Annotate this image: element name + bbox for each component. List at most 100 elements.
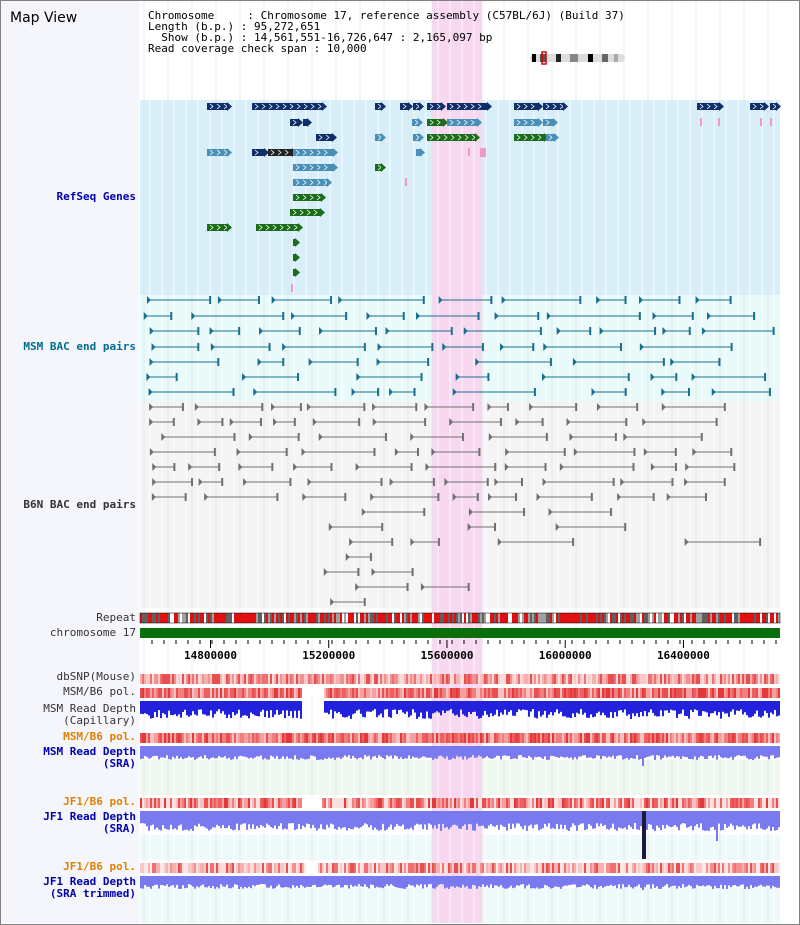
bac-end-pair	[642, 418, 718, 426]
jf1-depth-trimmed-bar	[270, 876, 272, 886]
msm-depth-sra-bar	[600, 746, 602, 760]
jf1-depth-trimmed-bar	[460, 876, 462, 888]
jf1-b6-pol-cell	[358, 798, 360, 808]
track-label-refseq[interactable]: RefSeq Genes	[56, 190, 136, 203]
track-label-dbsnp[interactable]: dbSNP(Mouse)	[56, 670, 136, 683]
msm-b6-pol-sra-cell	[386, 733, 388, 743]
jf1-depth-sra-bar	[276, 811, 278, 830]
jf1-depth-sra-bar	[210, 811, 212, 830]
msm-depth-capillary-bar	[426, 701, 428, 712]
msm-b6-pol-sra-cell	[496, 733, 498, 743]
msm-b6-pol-cell	[760, 688, 762, 698]
msm-depth-capillary-bar	[290, 701, 292, 712]
jf1-b6-pol-2-cell	[490, 863, 492, 873]
dbsnp-cell	[490, 674, 492, 684]
msm-depth-sra-bar	[610, 746, 612, 758]
jf1-depth-trimmed-bar	[680, 876, 682, 888]
msm-b6-pol-sra-cell	[680, 733, 682, 743]
msm-depth-capillary-bar	[204, 701, 206, 715]
msm-depth-sra-bar	[160, 746, 162, 758]
jf1-b6-pol-cell	[206, 798, 208, 808]
msm-b6-pol-cell	[480, 688, 482, 698]
dbsnp-cell	[140, 674, 142, 684]
repeat-element	[148, 613, 150, 623]
msm-depth-capillary-bar	[652, 701, 654, 713]
jf1-depth-sra-bar	[576, 811, 578, 831]
msm-b6-pol-sra-cell	[300, 733, 302, 743]
msm-b6-pol-cell	[714, 688, 716, 698]
gene-feature	[413, 133, 424, 142]
jf1-b6-pol-cell	[678, 798, 680, 808]
track-label-msm-b6-pol[interactable]: MSM/B6 pol.	[63, 685, 136, 698]
repeat-element	[686, 613, 688, 623]
msm-depth-sra-bar	[568, 746, 570, 759]
msm-b6-pol-sra-cell	[412, 733, 414, 743]
jf1-b6-pol-cell	[362, 798, 364, 808]
msm-b6-pol-sra-cell	[370, 733, 372, 743]
jf1-b6-pol-cell	[238, 798, 240, 808]
track-label-msm-depth-sra[interactable]: MSM Read Depth	[43, 745, 136, 758]
jf1-depth-sra-bar	[602, 811, 604, 827]
bac-end-pair	[650, 373, 678, 381]
msm-b6-pol-sra-cell	[348, 733, 350, 743]
track-label-repeat[interactable]: Repeat	[96, 611, 136, 624]
repeat-element	[670, 613, 672, 623]
jf1-depth-sra-bar	[658, 811, 660, 828]
track-label-jf1-depth-trimmed[interactable]: JF1 Read Depth	[43, 875, 136, 888]
msm-b6-pol-sra-cell	[500, 733, 502, 743]
jf1-depth-trimmed-bar	[698, 876, 700, 887]
msm-b6-pol-cell	[552, 688, 554, 698]
jf1-b6-pol-2-cell	[566, 863, 568, 873]
jf1-b6-pol-cell	[730, 798, 732, 808]
msm-b6-pol-cell	[398, 688, 400, 698]
msm-depth-capillary-bar	[412, 701, 414, 710]
repeat-element	[558, 613, 560, 623]
msm-depth-sra-bar	[452, 746, 454, 758]
msm-depth-capillary-bar	[610, 701, 612, 713]
dbsnp-cell	[172, 674, 174, 684]
msm-b6-pol-cell	[146, 688, 148, 698]
dbsnp-cell	[718, 674, 720, 684]
repeat-element	[392, 613, 394, 623]
jf1-b6-pol-2-cell	[426, 863, 428, 873]
msm-depth-capillary-bar	[400, 701, 402, 710]
msm-b6-pol-sra-cell	[340, 733, 342, 743]
repeat-element	[426, 613, 428, 623]
repeat-element	[198, 613, 200, 623]
bac-end-pair	[468, 508, 526, 516]
msm-b6-pol-cell	[692, 688, 694, 698]
jf1-depth-sra-bar	[630, 811, 632, 827]
track-label-msm-bac[interactable]: MSM BAC end pairs	[23, 340, 136, 353]
jf1-b6-pol-cell	[418, 798, 420, 808]
msm-depth-sra-bar	[170, 746, 172, 760]
repeat-element	[224, 613, 226, 623]
track-label-msm-b6-pol-sra[interactable]: MSM/B6 pol.	[63, 730, 136, 743]
track-label-jf1-depth-sra[interactable]: JF1 Read Depth	[43, 810, 136, 823]
msm-b6-pol-sra-cell	[478, 733, 480, 743]
jf1-b6-pol-2-cell	[478, 863, 480, 873]
repeat-element	[172, 613, 174, 623]
bac-end-pair	[438, 296, 493, 304]
jf1-b6-pol-cell	[190, 798, 192, 808]
msm-b6-pol-cell	[228, 688, 230, 698]
track-label-msm-depth-capillary[interactable]: MSM Read Depth	[43, 702, 136, 715]
dbsnp-cell	[758, 674, 760, 684]
repeat-element	[390, 613, 392, 623]
msm-b6-pol-sra-cell	[698, 733, 700, 743]
track-label-b6n-bac[interactable]: B6N BAC end pairs	[23, 498, 136, 511]
track-label-jf1-b6-pol-2[interactable]: JF1/B6 pol.	[63, 860, 136, 873]
jf1-depth-sra-bar	[744, 811, 746, 827]
jf1-b6-pol-cell	[578, 798, 580, 808]
jf1-b6-pol-2-cell	[258, 863, 260, 873]
msm-depth-capillary-bar	[714, 701, 716, 712]
msm-depth-capillary-bar	[166, 701, 168, 718]
dbsnp-cell	[480, 674, 482, 684]
repeat-element	[526, 613, 528, 623]
msm-depth-sra-bar	[738, 746, 740, 756]
jf1-depth-trimmed-bar	[478, 876, 480, 887]
jf1-depth-trimmed-bar	[510, 876, 512, 886]
jf1-depth-sra-bar	[240, 811, 242, 825]
msm-b6-pol-cell	[242, 688, 244, 698]
track-label-jf1-b6-pol[interactable]: JF1/B6 pol.	[63, 795, 136, 808]
